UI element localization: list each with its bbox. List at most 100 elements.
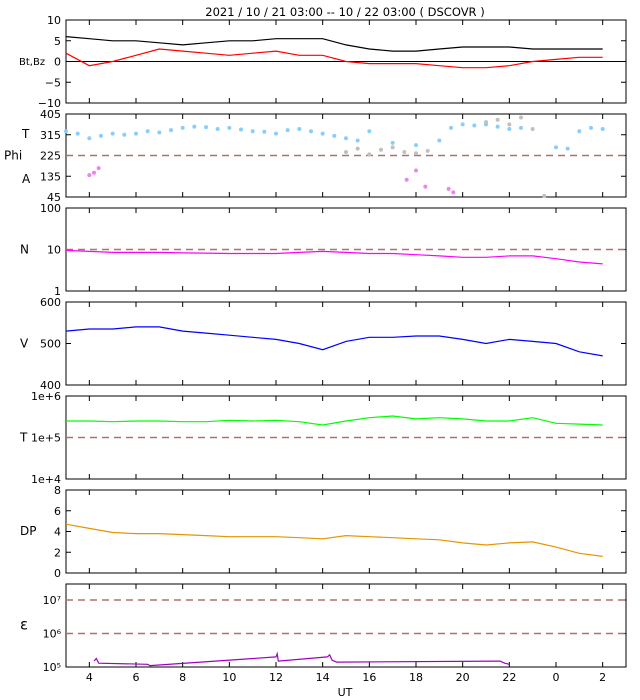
data-point-theta: [449, 125, 453, 130]
y-tick-label: 1e+4: [31, 473, 61, 486]
x-tick-label: 16: [362, 671, 376, 684]
panel-speed: 400 500 600 V: [20, 296, 627, 392]
data-point-theta: [589, 125, 593, 130]
y-tick-label: 0: [54, 56, 61, 69]
data-point-phi_gray: [390, 145, 395, 150]
data-point-theta: [565, 146, 570, 151]
data-point-phi_gray: [367, 152, 372, 157]
data-point-theta: [227, 125, 232, 130]
y-tick-label: 1e+5: [31, 432, 61, 445]
y-tick-label: 10⁵: [43, 661, 61, 674]
data-point-theta: [99, 133, 103, 138]
y-tick-label: 2: [54, 546, 61, 559]
y-tick-label: 10: [47, 14, 61, 27]
panel-epsilon: 4 6 8 10 12 14 16 18 20 22 0 2 10⁵ 10⁶ 10⁷ ε: [20, 583, 627, 684]
data-point-theta: [309, 129, 313, 134]
y-axis-label: Phi: [4, 149, 22, 163]
data-point-phi_magenta: [96, 166, 101, 171]
y-axis-label: Bt,Bz: [19, 57, 45, 68]
x-tick-label: 10: [222, 671, 236, 684]
data-point-theta: [367, 129, 372, 134]
y-tick-label: 1: [54, 285, 61, 298]
x-tick-label: 12: [269, 671, 283, 684]
series-line-speed: [65, 326, 603, 357]
data-point-theta: [204, 125, 208, 130]
data-point-theta: [297, 126, 302, 131]
y-tick-label: 1e+6: [31, 390, 61, 403]
series-line-bz: [65, 48, 603, 69]
y-axis-label: ε: [20, 616, 28, 634]
data-point-theta: [215, 126, 220, 131]
data-point-theta: [554, 145, 558, 150]
y-tick-label: 10: [47, 244, 61, 257]
data-point-theta: [122, 132, 127, 137]
panels-layer: −10−50510Bt,Bz45135225315405TPhiA110100N…: [4, 14, 627, 684]
data-point-theta: [507, 126, 512, 131]
panel-density: 1 10 100 N: [20, 202, 627, 298]
x-tick-label: 4: [86, 671, 93, 684]
y-tick-label: 500: [40, 338, 61, 351]
panel-frame: [65, 489, 627, 574]
data-point-theta: [414, 143, 418, 148]
y-tick-label: 10⁷: [43, 594, 61, 607]
y-axis-label: V: [20, 337, 29, 351]
data-point-theta: [239, 127, 243, 132]
data-point-theta: [110, 131, 115, 136]
data-point-phi_magenta: [446, 186, 451, 191]
data-point-phi_gray: [507, 122, 512, 127]
data-point-theta: [157, 130, 162, 135]
x-tick-label: 22: [502, 671, 516, 684]
data-point-theta: [64, 129, 68, 134]
y-tick-label: 400: [40, 379, 61, 392]
x-tick-label: 0: [553, 671, 560, 684]
data-point-phi_magenta: [92, 170, 96, 175]
data-point-phi_gray: [355, 146, 360, 151]
data-point-phi_gray: [379, 147, 383, 152]
x-tick-label: 18: [409, 671, 423, 684]
data-point-phi_gray: [495, 117, 500, 122]
data-point-phi_gray: [530, 126, 535, 131]
panel-bt_bz: −10 −5 0 5 10 Bt,Bz: [19, 14, 627, 110]
series-line-epsilon: [93, 651, 510, 667]
data-point-theta: [460, 122, 465, 127]
data-point-phi_magenta: [414, 168, 418, 173]
y-axis-label: T: [21, 127, 30, 141]
data-point-theta: [285, 128, 290, 133]
data-point-theta: [250, 129, 255, 134]
data-point-theta: [472, 123, 477, 128]
data-point-phi_gray: [519, 115, 523, 120]
data-point-phi_gray: [402, 150, 407, 155]
data-point-phi_gray: [414, 151, 418, 156]
data-point-theta: [344, 136, 348, 141]
series-line-temperature: [66, 415, 603, 426]
y-tick-label: −5: [45, 76, 61, 89]
data-point-theta: [332, 133, 337, 138]
x-axis-label: UT: [338, 686, 353, 699]
data-point-phi_gray: [484, 120, 488, 125]
data-point-phi_magenta: [87, 173, 92, 178]
y-tick-label: 405: [40, 108, 61, 121]
y-axis-label: DP: [20, 524, 36, 538]
data-point-theta: [600, 126, 605, 131]
x-tick-label: 14: [316, 671, 330, 684]
y-tick-label: 600: [40, 296, 61, 309]
y-axis-label: T: [19, 431, 28, 445]
data-point-theta: [75, 131, 80, 136]
data-point-theta: [180, 125, 185, 130]
y-tick-label: 100: [40, 202, 61, 215]
data-point-theta: [87, 136, 92, 141]
data-point-theta: [145, 129, 150, 134]
panel-frame: [65, 583, 627, 668]
series-line-bt: [65, 36, 603, 52]
y-tick-label: 315: [40, 129, 61, 142]
data-point-phi_magenta: [451, 190, 456, 195]
y-tick-label: 10⁶: [43, 627, 62, 640]
data-point-phi_magenta: [404, 177, 409, 182]
series-line-pressure: [65, 523, 603, 557]
y-tick-label: 45: [47, 191, 61, 204]
y-tick-label: 4: [54, 526, 61, 539]
data-point-theta: [519, 125, 523, 130]
data-point-phi_magenta: [423, 184, 428, 189]
y-axis-label: A: [22, 172, 31, 186]
